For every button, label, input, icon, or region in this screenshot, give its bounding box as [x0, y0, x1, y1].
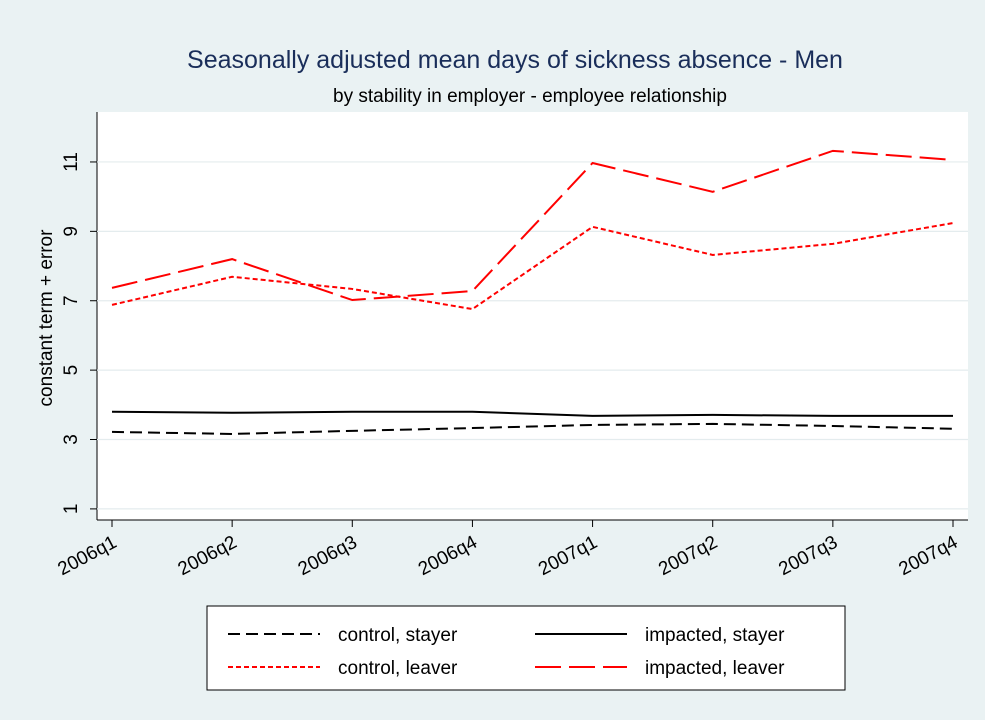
y-tick-label: 11 [61, 152, 82, 172]
y-tick-label: 5 [61, 365, 82, 376]
legend-label: impacted, leaver [645, 658, 785, 679]
y-tick-label: 3 [61, 434, 82, 445]
series-line [111, 410, 953, 417]
y-tick-label: 9 [61, 226, 82, 237]
y-axis-title: constant term + error [36, 229, 57, 407]
legend-label: control, leaver [338, 658, 458, 679]
y-tick-label: 1 [61, 504, 82, 515]
legend [206, 605, 846, 691]
plot-area [97, 112, 968, 520]
series-line [111, 422, 954, 435]
y-tick-label: 7 [61, 295, 82, 306]
series-line [111, 149, 954, 302]
legend-label: control, stayer [338, 625, 458, 646]
chart-subtitle: by stability in employer - employee rela… [333, 86, 727, 107]
chart-title: Seasonally adjusted mean days of sicknes… [187, 46, 843, 74]
legend-label: impacted, stayer [645, 625, 785, 646]
